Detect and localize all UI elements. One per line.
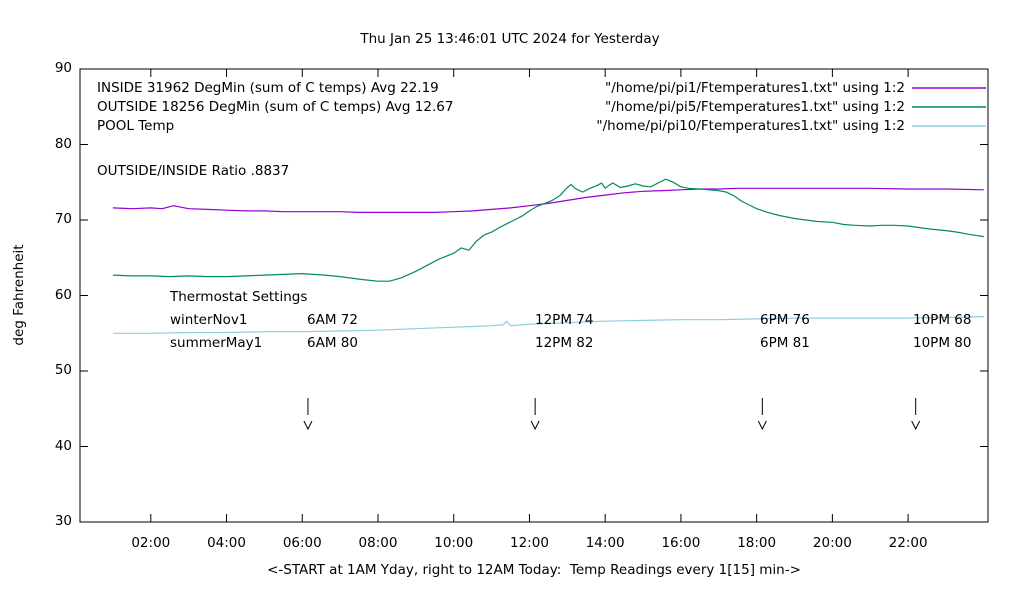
y-tick-label: 30: [54, 513, 72, 529]
x-axis-label: <-START at 1AM Yday, right to 12AM Today…: [267, 562, 801, 578]
chart-title: Thu Jan 25 13:46:01 UTC 2024 for Yesterd…: [360, 31, 660, 47]
thermostat-cell: 6PM 76: [760, 312, 810, 328]
thermostat-arrow-head: [530, 420, 540, 431]
x-tick-label: 16:00: [661, 535, 701, 551]
legend-label-outside: OUTSIDE 18256 DegMin (sum of C temps) Av…: [97, 99, 454, 115]
legend-file-path-outside: "/home/pi/pi5/Ftemperatures1.txt" using …: [605, 99, 905, 115]
series-inside-line: [112, 187, 984, 213]
series-outside-line: [112, 178, 984, 282]
legend-file-path-inside: "/home/pi/pi1/Ftemperatures1.txt" using …: [605, 80, 905, 96]
series-pool-line: [112, 316, 984, 334]
x-tick-label: 06:00: [282, 535, 322, 551]
thermostat-arrow-head: [757, 420, 767, 431]
x-tick-label: 10:00: [434, 535, 474, 551]
y-tick-label: 90: [54, 60, 72, 76]
legend-file-path-pool: "/home/pi/pi10/Ftemperatures1.txt" using…: [596, 118, 905, 134]
thermostat-row-summer-name: summerMay1: [170, 335, 263, 351]
thermostat-row-winter-name: winterNov1: [170, 312, 248, 328]
thermostat-cell: 6AM 72: [307, 312, 358, 328]
y-tick-label: 50: [54, 362, 72, 378]
legend-label-inside: INSIDE 31962 DegMin (sum of C temps) Avg…: [97, 80, 439, 96]
legend-label-pool: POOL Temp: [97, 118, 175, 134]
y-tick-label: 40: [54, 437, 72, 454]
thermostat-cell: 12PM 74: [535, 312, 594, 328]
ratio-annotation: OUTSIDE/INSIDE Ratio .8837: [97, 163, 290, 179]
x-tick-label: 22:00: [888, 535, 928, 551]
y-tick-label: 80: [54, 135, 72, 152]
x-tick-label: 14:00: [585, 535, 625, 551]
thermostat-settings-heading: Thermostat Settings: [170, 289, 308, 305]
thermostat-cell: 6AM 80: [307, 335, 358, 351]
y-axis-label: deg Fahrenheit: [11, 244, 27, 346]
x-tick-label: 02:00: [131, 535, 171, 551]
x-tick-label: 08:00: [358, 535, 398, 551]
y-tick-label: 60: [54, 286, 72, 303]
x-tick-label: 20:00: [812, 535, 852, 551]
thermostat-cell: 12PM 82: [535, 335, 594, 351]
thermostat-arrow-head: [303, 420, 313, 431]
x-tick-label: 12:00: [510, 535, 549, 551]
y-tick-label: 70: [54, 211, 72, 227]
x-tick-label: 18:00: [737, 535, 777, 551]
thermostat-cell: 10PM 80: [913, 335, 972, 351]
thermostat-cell: 6PM 81: [760, 335, 810, 351]
thermostat-cell: 10PM 68: [913, 312, 972, 328]
thermostat-arrow-head: [911, 420, 921, 431]
x-tick-label: 04:00: [207, 535, 246, 551]
